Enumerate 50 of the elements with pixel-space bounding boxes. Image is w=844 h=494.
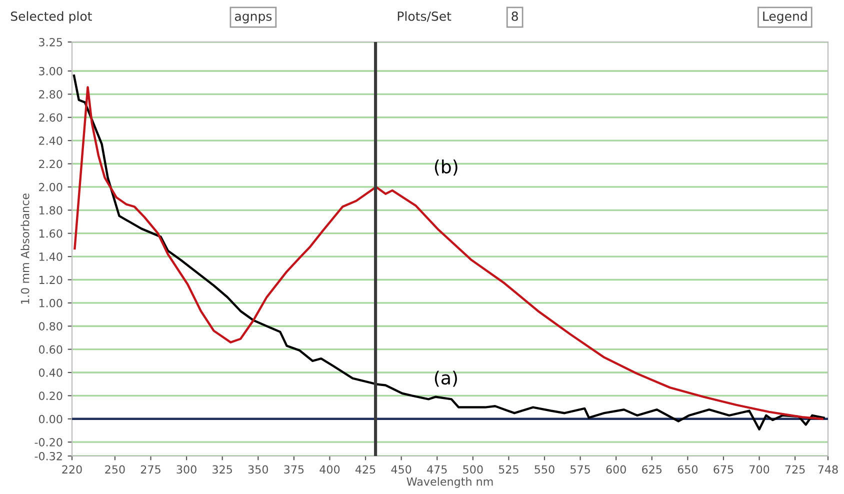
x-tick-label: 550 (534, 465, 554, 474)
y-tick-label: 0.00 (38, 414, 62, 424)
x-tick-label: 350 (248, 465, 268, 474)
y-tick-label: 3.00 (39, 66, 62, 76)
x-tick-label: 525 (498, 465, 518, 474)
y-tick-label: 0.20 (38, 392, 62, 400)
x-tick-label: 325 (212, 465, 232, 474)
text: 8 (512, 11, 518, 21)
y-tick-label: 1.40 (39, 252, 62, 261)
x-tick-label: 375 (284, 465, 304, 474)
x-axis-title: Wavelength nm (406, 477, 493, 488)
x-tick-label: 675 (714, 465, 734, 474)
annotation: (b) (434, 160, 458, 176)
y-tick-label: 1.00 (39, 298, 62, 308)
x-tick-label: 500 (463, 465, 483, 474)
y-tick-label: 1.20 (39, 276, 62, 284)
text: Legend (763, 11, 807, 24)
y-axis-title: 1.0 mm Absorbance (20, 194, 30, 304)
x-tick-label: 725 (785, 465, 805, 474)
y-tick-label: 1.80 (39, 206, 62, 215)
text: Selected plot (10, 11, 92, 24)
x-tick-label: 475 (427, 465, 447, 474)
y-tick-label: 0.80 (38, 322, 62, 330)
y-tick-label: -0.20 (34, 438, 62, 446)
x-tick-label: 700 (750, 465, 770, 474)
y-tick-label: 2.00 (39, 182, 62, 192)
x-tick-label: 250 (105, 465, 125, 474)
x-tick-label: 275 (140, 465, 160, 474)
x-tick-label: 650 (678, 465, 698, 474)
y-tick-label: 2.80 (39, 90, 62, 99)
annotation: (a) (434, 370, 457, 387)
x-tick-label: 748 (818, 465, 838, 474)
x-tick-label: 300 (176, 465, 196, 474)
x-tick-label: 220 (62, 465, 82, 474)
y-tick-label: 2.20 (39, 160, 62, 168)
y-tick-label: 2.60 (39, 113, 62, 122)
y-tick-label: 0.40 (38, 368, 62, 377)
text: Plots/Set (398, 11, 452, 22)
y-tick-label: 0.60 (38, 345, 62, 354)
y-tick-label: 1.60 (39, 229, 62, 238)
x-tick-label: 425 (355, 465, 376, 474)
text: agnps (234, 14, 272, 24)
x-tick-label: 600 (606, 465, 626, 474)
y-tick-label: 2.40 (39, 136, 62, 145)
x-tick-label: 400 (320, 465, 340, 474)
x-tick-label: 625 (642, 465, 662, 474)
x-tick-label: 450 (391, 465, 412, 474)
y-tick-label: 3.25 (39, 38, 62, 46)
y-tick-label: -0.32 (34, 452, 62, 460)
x-tick-label: 575 (570, 465, 590, 474)
